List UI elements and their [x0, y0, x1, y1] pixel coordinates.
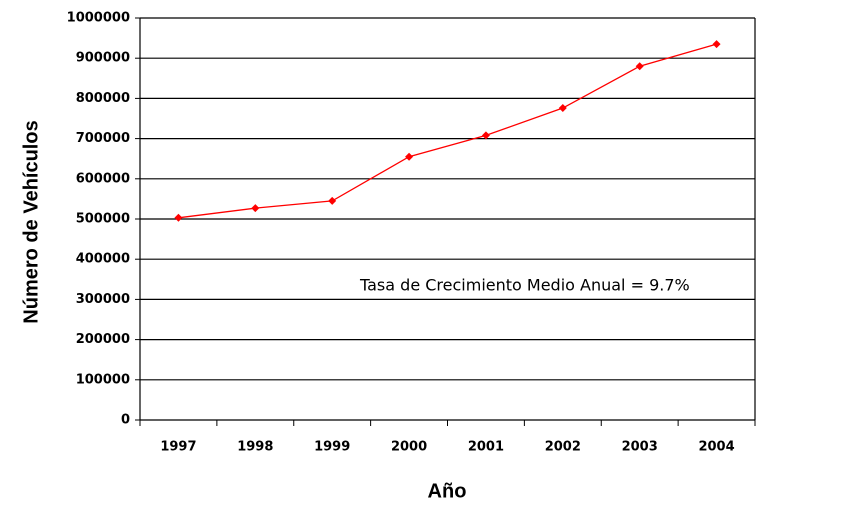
y-tick-label: 800000 — [76, 91, 130, 106]
x-axis-title: Año — [428, 480, 467, 502]
data-point — [481, 131, 490, 140]
annotation: Tasa de Crecimiento Medio Anual = 9.7% — [359, 276, 690, 295]
data-point — [328, 196, 337, 205]
x-tick-label: 2004 — [698, 440, 734, 455]
y-tick-label: 500000 — [76, 212, 130, 227]
data-point — [712, 40, 721, 49]
x-tick-label: 1997 — [160, 440, 196, 455]
data-point — [558, 104, 567, 113]
x-tick-label: 1999 — [314, 440, 350, 455]
y-tick-label: 900000 — [76, 51, 130, 66]
x-tick-label: 2001 — [468, 440, 504, 455]
data-point — [635, 62, 644, 71]
y-tick-label: 0 — [121, 413, 130, 428]
data-point — [174, 213, 183, 222]
y-tick-label: 700000 — [76, 131, 130, 146]
y-tick-label: 1000000 — [67, 11, 130, 26]
x-tick-label: 2002 — [545, 440, 581, 455]
data-point — [251, 204, 260, 213]
y-tick-label: 300000 — [76, 292, 130, 307]
y-tick-label: 400000 — [76, 252, 130, 267]
y-tick-label: 600000 — [76, 171, 130, 186]
x-tick-label: 2003 — [622, 440, 658, 455]
annotation-bg — [355, 274, 747, 298]
x-tick-label: 1998 — [237, 440, 273, 455]
y-tick-label: 200000 — [76, 332, 130, 347]
y-axis-title: Número de Vehículos — [20, 120, 42, 323]
y-tick-label: 100000 — [76, 372, 130, 387]
x-tick-label: 2000 — [391, 440, 427, 455]
data-point — [405, 152, 414, 161]
data-line — [178, 43, 717, 219]
